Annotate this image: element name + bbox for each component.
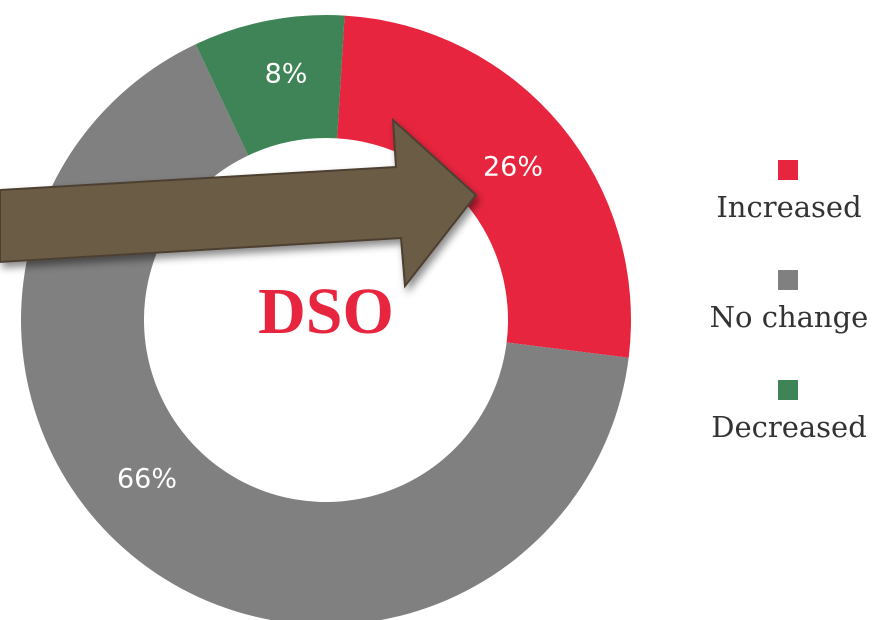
- donut-segment: [195, 15, 345, 156]
- legend-swatch: [778, 270, 798, 290]
- center-label: DSO: [258, 275, 394, 348]
- data-label: 66%: [117, 464, 177, 495]
- donut-segment: [337, 15, 632, 358]
- legend-label: Decreased: [711, 410, 867, 444]
- data-label: 26%: [483, 152, 543, 183]
- legend-label: Increased: [716, 190, 861, 224]
- legend-swatch: [778, 160, 798, 180]
- arrow: [0, 117, 478, 289]
- legend: Increased No change Decreased: [710, 160, 869, 444]
- data-label: 8%: [265, 59, 308, 90]
- legend-label: No change: [710, 300, 869, 334]
- legend-swatch: [778, 380, 798, 400]
